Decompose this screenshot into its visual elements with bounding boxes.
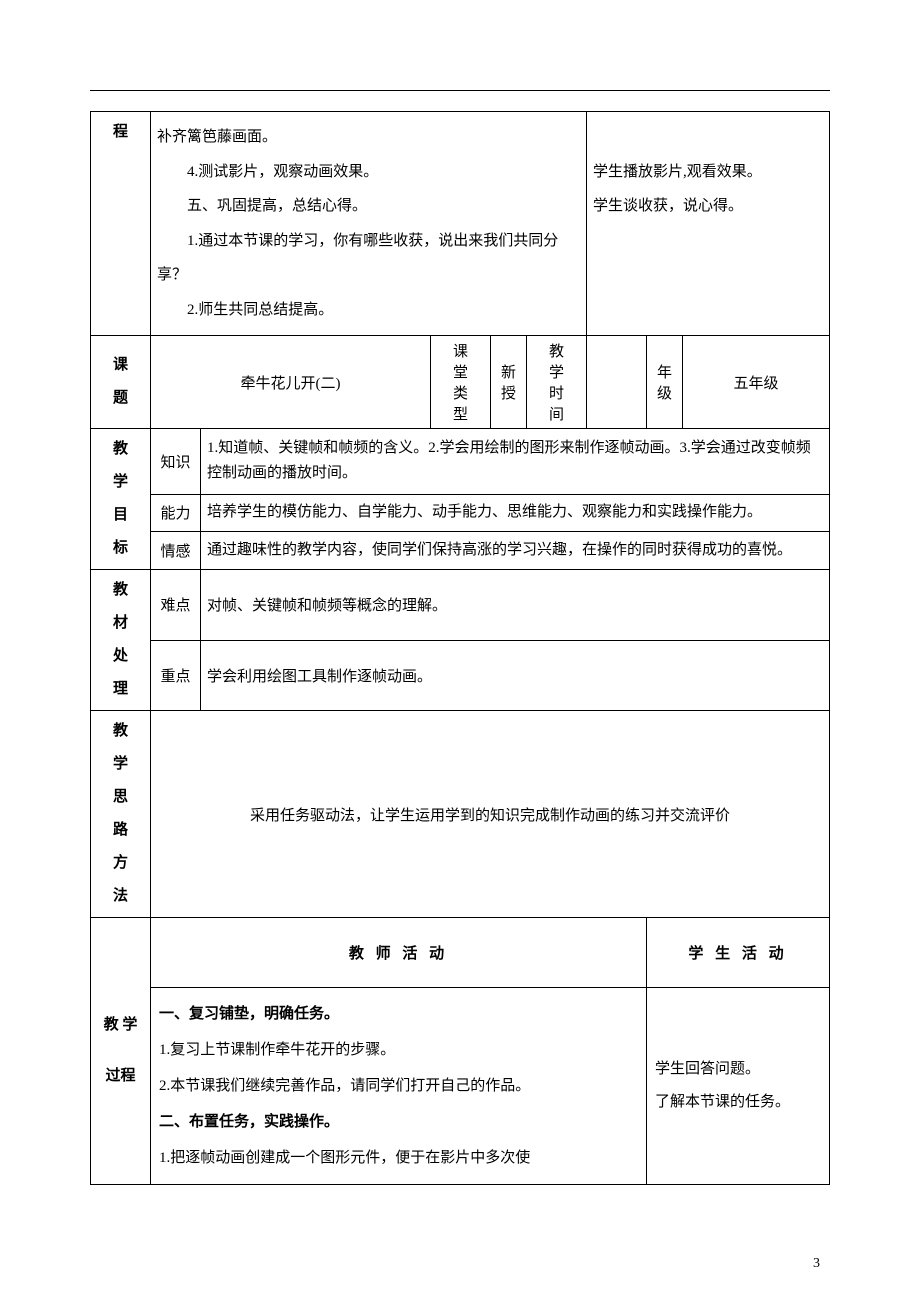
goal-val-2: 通过趣味性的教学内容，使同学们保持高涨的学习兴趣，在操作的同时获得成功的喜悦。 [201,532,830,570]
material-row-key: 重点 学会利用绘图工具制作逐帧动画。 [91,640,830,711]
goal-row-ability: 能力 培养学生的模仿能力、自学能力、动手能力、思维能力、观察能力和实践操作能力。 [91,494,830,532]
top-left-content: 补齐篱笆藤画面。 4.测试影片，观察动画效果。 五、巩固提高，总结心得。 1.通… [151,112,587,336]
method-value: 采用任务驱动法，让学生运用学到的知识完成制作动画的练习并交流评价 [151,711,830,918]
student-activity-label: 学 生 活 动 [647,918,830,988]
activities-header: 教 学过程 教 师 活 动 学 生 活 动 [91,918,830,988]
material-key-1: 重点 [151,640,201,711]
top-rule [90,90,830,91]
grade-label: 年级 [647,336,683,429]
grade-value: 五年级 [683,336,830,429]
goal-key-0: 知识 [151,429,201,495]
goals-label: 教学目标 [91,429,151,570]
goal-key-2: 情感 [151,532,201,570]
goal-key-1: 能力 [151,494,201,532]
process-label: 教 学过程 [91,918,151,1185]
material-row-difficult: 教材处理 难点 对帧、关键帧和帧频等概念的理解。 [91,570,830,641]
goal-row-knowledge: 教学目标 知识 1.知道帧、关键帧和帧频的含义。2.学会用绘制的图形来制作逐帧动… [91,429,830,495]
teacher-activity-content: 一、复习铺垫，明确任务。1.复习上节课制作牵牛花开的步骤。2.本节课我们继续完善… [151,988,647,1185]
material-val-1: 学会利用绘图工具制作逐帧动画。 [201,640,830,711]
lesson-header-row: 课题 牵牛花儿开(二) 课堂类型 新授 教学时间 年级 五年级 [91,336,830,429]
student-activity-content: 学生回答问题。了解本节课的任务。 [647,988,830,1185]
ketype-value: 新授 [491,336,527,429]
page-number: 3 [813,1256,820,1272]
method-row: 教学思路方法 采用任务驱动法，让学生运用学到的知识完成制作动画的练习并交流评价 [91,711,830,918]
keti-value: 牵牛花儿开(二) [151,336,431,429]
page: 程 补齐篱笆藤画面。 4.测试影片，观察动画效果。 五、巩固提高，总结心得。 1… [0,0,920,1302]
top-right-content: 学生播放影片,观看效果。学生谈收获，说心得。 [587,112,830,336]
time-value [587,336,647,429]
lesson-table: 程 补齐篱笆藤画面。 4.测试影片，观察动画效果。 五、巩固提高，总结心得。 1… [90,111,830,1185]
material-val-0: 对帧、关键帧和帧频等概念的理解。 [201,570,830,641]
teacher-activity-label: 教 师 活 动 [151,918,647,988]
goal-val-1: 培养学生的模仿能力、自学能力、动手能力、思维能力、观察能力和实践操作能力。 [201,494,830,532]
goal-val-0: 1.知道帧、关键帧和帧频的含义。2.学会用绘制的图形来制作逐帧动画。3.学会通过… [201,429,830,495]
goal-row-emotion: 情感 通过趣味性的教学内容，使同学们保持高涨的学习兴趣，在操作的同时获得成功的喜… [91,532,830,570]
top-left-label: 程 [91,112,151,336]
ketype-label: 课堂类型 [431,336,491,429]
material-key-0: 难点 [151,570,201,641]
method-label: 教学思路方法 [91,711,151,918]
keti-label: 课题 [91,336,151,429]
time-label: 教学时间 [527,336,587,429]
material-label: 教材处理 [91,570,151,711]
top-continuation-row: 程 补齐篱笆藤画面。 4.测试影片，观察动画效果。 五、巩固提高，总结心得。 1… [91,112,830,336]
process-content-row: 一、复习铺垫，明确任务。1.复习上节课制作牵牛花开的步骤。2.本节课我们继续完善… [91,988,830,1185]
